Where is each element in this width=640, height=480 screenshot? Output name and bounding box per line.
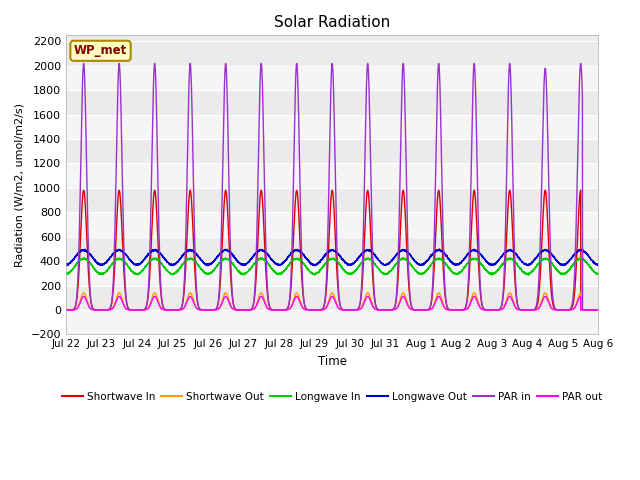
Shortwave Out: [482, 307, 490, 313]
Shortwave Out: [312, 307, 320, 313]
PAR in: [482, 307, 490, 313]
Line: PAR out: PAR out: [66, 297, 598, 310]
Longwave In: [525, 272, 532, 278]
PAR in: [595, 307, 602, 313]
PAR out: [62, 307, 70, 313]
Longwave In: [157, 261, 165, 266]
PAR out: [452, 307, 460, 313]
Shortwave In: [62, 307, 70, 313]
Title: Solar Radiation: Solar Radiation: [274, 15, 390, 30]
Shortwave In: [452, 307, 460, 313]
Shortwave Out: [62, 307, 70, 313]
Line: Longwave In: Longwave In: [66, 258, 598, 275]
PAR in: [422, 307, 429, 313]
Shortwave Out: [452, 307, 460, 313]
Shortwave In: [422, 307, 430, 313]
Longwave In: [594, 271, 602, 277]
Longwave In: [258, 255, 266, 261]
Bar: [66, 261, 598, 286]
Longwave In: [482, 267, 490, 273]
Legend: Shortwave In, Shortwave Out, Longwave In, Longwave Out, PAR in, PAR out: Shortwave In, Shortwave Out, Longwave In…: [58, 387, 607, 406]
PAR out: [594, 307, 602, 313]
Line: Longwave Out: Longwave Out: [66, 249, 598, 266]
Y-axis label: Radiation (W/m2, umol/m2/s): Radiation (W/m2, umol/m2/s): [15, 103, 25, 267]
Shortwave Out: [594, 307, 602, 313]
Longwave Out: [595, 262, 602, 267]
Shortwave Out: [158, 306, 166, 312]
Bar: [66, 310, 598, 335]
Bar: [66, 164, 598, 188]
Longwave Out: [204, 263, 212, 269]
PAR in: [312, 307, 320, 313]
Longwave Out: [312, 262, 320, 268]
PAR in: [157, 294, 165, 300]
Text: WP_met: WP_met: [74, 44, 127, 57]
PAR in: [577, 60, 584, 66]
Shortwave Out: [80, 290, 88, 296]
Longwave Out: [157, 252, 165, 258]
PAR out: [158, 306, 166, 312]
Shortwave In: [80, 187, 88, 193]
PAR out: [482, 307, 490, 313]
Bar: [66, 115, 598, 139]
Longwave In: [422, 268, 430, 274]
Line: Shortwave Out: Shortwave Out: [66, 293, 598, 310]
PAR in: [451, 307, 459, 313]
Longwave Out: [436, 246, 444, 252]
PAR out: [312, 307, 320, 313]
Longwave In: [452, 271, 460, 276]
Bar: [66, 66, 598, 90]
PAR out: [422, 307, 430, 313]
Longwave Out: [452, 262, 460, 267]
Shortwave In: [595, 307, 602, 313]
PAR out: [595, 307, 602, 313]
Shortwave In: [482, 307, 490, 313]
Longwave Out: [482, 258, 490, 264]
Longwave In: [312, 270, 320, 276]
Shortwave In: [312, 307, 320, 313]
Longwave Out: [62, 262, 70, 267]
Shortwave Out: [422, 307, 430, 313]
Shortwave Out: [595, 307, 602, 313]
Longwave In: [595, 271, 602, 277]
PAR in: [62, 307, 70, 313]
Longwave Out: [422, 259, 430, 264]
Shortwave In: [594, 307, 602, 313]
Longwave Out: [594, 263, 602, 268]
Line: Shortwave In: Shortwave In: [66, 190, 598, 310]
Line: PAR in: PAR in: [66, 63, 598, 310]
Shortwave In: [158, 298, 166, 303]
X-axis label: Time: Time: [317, 355, 347, 368]
Bar: [66, 212, 598, 237]
PAR in: [594, 307, 602, 313]
Longwave In: [62, 270, 70, 276]
PAR out: [80, 294, 88, 300]
